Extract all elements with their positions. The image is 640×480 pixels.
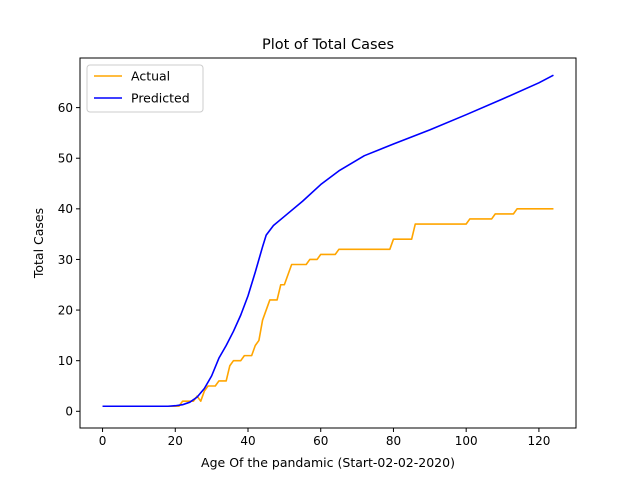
x-axis-label: Age Of the pandamic (Start-02-02-2020) xyxy=(201,455,455,470)
legend-label-actual: Actual xyxy=(131,69,170,84)
y-axis-label: Total Cases xyxy=(31,208,46,279)
legend: Actual Predicted xyxy=(86,64,204,113)
y-tick-label: 20 xyxy=(58,303,73,317)
plot-area: 0 20 40 60 80 100 120 0 10 20 30 40 50 60 xyxy=(58,57,577,448)
y-tick-label: 50 xyxy=(58,152,73,166)
y-tick-label: 30 xyxy=(58,253,73,267)
series-line-actual xyxy=(102,208,554,408)
chart-title: Plot of Total Cases xyxy=(262,37,394,53)
x-tick-label: 120 xyxy=(527,434,550,448)
axes-frame xyxy=(79,57,577,429)
x-tick-label: 60 xyxy=(313,434,328,448)
series-line-predicted xyxy=(102,74,554,408)
x-tick-label: 20 xyxy=(168,434,183,448)
y-tick-label: 40 xyxy=(58,202,73,216)
x-tick-label: 100 xyxy=(455,434,478,448)
x-tick-label: 0 xyxy=(99,434,107,448)
y-tick-label: 10 xyxy=(58,354,73,368)
x-tick-label: 40 xyxy=(240,434,255,448)
y-tick-label: 0 xyxy=(65,405,73,419)
x-tick-label: 80 xyxy=(386,434,401,448)
legend-label-predicted: Predicted xyxy=(131,91,190,106)
y-tick-label: 60 xyxy=(58,101,73,115)
